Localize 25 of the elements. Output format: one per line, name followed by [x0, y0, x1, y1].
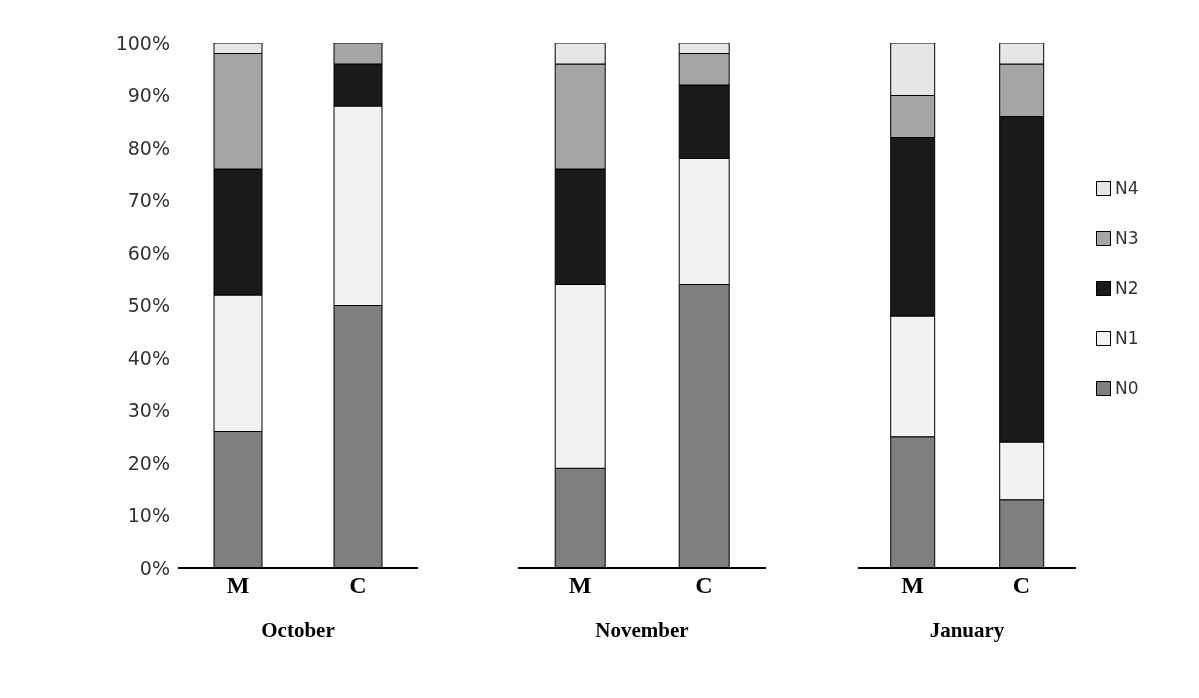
x-tick-label: M [568, 572, 592, 599]
y-tick-label: 30% [127, 399, 170, 422]
x-axis-title: October [260, 618, 336, 643]
legend-label: N0 [1115, 378, 1139, 398]
y-tick-label: 60% [127, 241, 170, 264]
y-tick-label: 40% [127, 346, 170, 369]
y-tick-label: 80% [127, 136, 170, 159]
y-tick-label: 100% [115, 31, 170, 54]
y-tick-label: 0% [139, 556, 170, 579]
y-tick-label: 50% [127, 294, 170, 317]
legend-label: N1 [1115, 328, 1139, 348]
x-tick-label: M [901, 572, 924, 599]
y-tick-label: 90% [127, 84, 170, 107]
legend-label: N2 [1115, 278, 1139, 298]
y-tick-label: 70% [127, 189, 170, 212]
y-tick-label: 20% [127, 451, 170, 474]
x-axis-title: January [928, 618, 1006, 643]
y-tick-label: 10% [127, 504, 170, 527]
legend-label: N3 [1115, 228, 1139, 248]
x-tick-label: C [1012, 572, 1031, 599]
x-axis-title: November [594, 618, 690, 643]
x-tick-label: C [349, 572, 367, 599]
legend-label: N4 [1115, 178, 1139, 198]
x-tick-label: M [226, 572, 250, 599]
x-tick-label: C [695, 572, 713, 599]
